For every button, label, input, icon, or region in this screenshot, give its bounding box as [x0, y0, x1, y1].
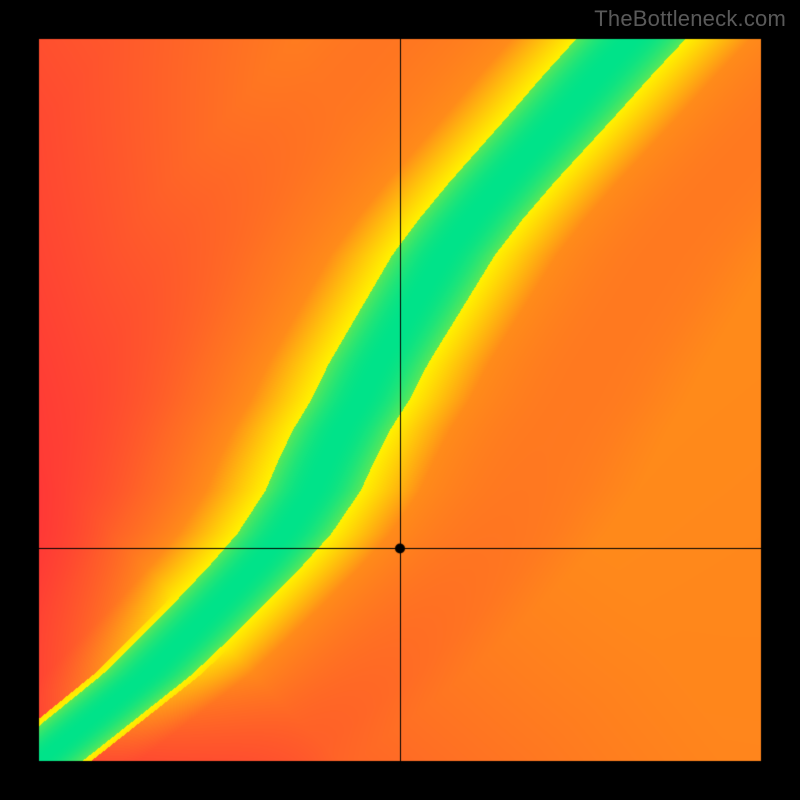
watermark-text: TheBottleneck.com	[594, 6, 786, 32]
chart-container: TheBottleneck.com	[0, 0, 800, 800]
heatmap-canvas	[0, 0, 800, 800]
